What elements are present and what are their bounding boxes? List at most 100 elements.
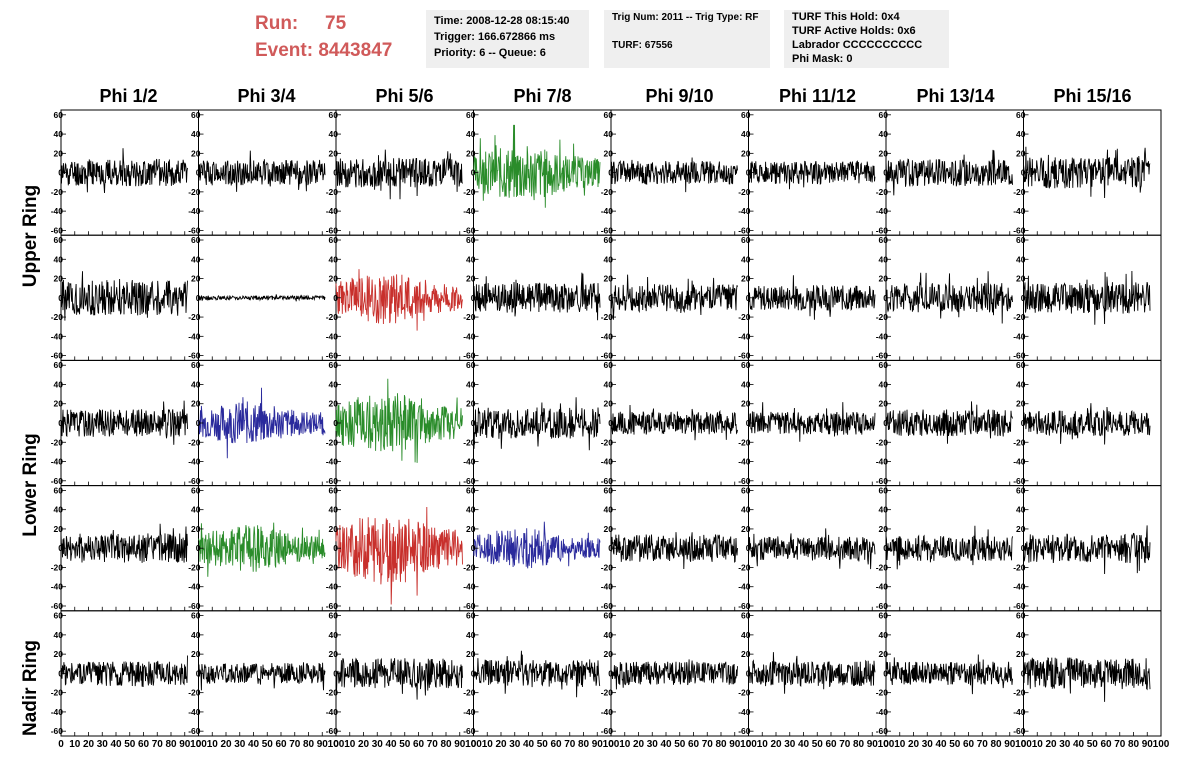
y-tick-label-r3-c5-2: -20	[738, 562, 751, 572]
x-tick-label-c1-0: 0	[196, 739, 202, 750]
y-tick-label-r0-c2-3: 0	[333, 168, 338, 178]
x-tick-label-c7-10: 100	[1153, 739, 1170, 750]
x-tick-label-c6-6: 60	[963, 739, 975, 750]
y-tick-label-r2-c5-4: 20	[741, 399, 751, 409]
x-tick-label-c5-5: 50	[812, 739, 824, 750]
y-tick-label-r1-c2-3: 0	[333, 293, 338, 303]
y-tick-label-r4-c4-1: -40	[601, 707, 614, 717]
y-tick-label-r0-c7-5: 40	[1016, 129, 1026, 139]
y-tick-label-r3-c0-0: -60	[51, 601, 64, 611]
y-tick-label-r2-c4-3: 0	[608, 418, 613, 428]
y-tick-label-r3-c7-5: 40	[1016, 505, 1026, 515]
y-tick-label-r2-c3-3: 0	[471, 418, 476, 428]
y-tick-label-r0-c0-1: -40	[51, 206, 64, 216]
y-tick-label-r0-c2-0: -60	[326, 225, 339, 235]
y-tick-label-r4-c0-3: 0	[58, 668, 63, 678]
y-tick-label-r2-c1-4: 20	[191, 399, 201, 409]
y-tick-label-r2-c5-0: -60	[738, 476, 751, 486]
y-tick-label-r2-c3-0: -60	[463, 476, 476, 486]
y-tick-label-r3-c5-3: 0	[746, 543, 751, 553]
y-tick-label-r0-c3-6: 60	[466, 110, 476, 120]
x-tick-label-c4-3: 30	[647, 739, 659, 750]
x-tick-label-c1-3: 30	[234, 739, 246, 750]
y-tick-label-r1-c2-0: -60	[326, 351, 339, 361]
column-header-phi-5-6: Phi 5/6	[375, 86, 434, 106]
y-tick-label-r4-c4-4: 20	[604, 649, 614, 659]
waveform-line-r4-c5	[748, 652, 876, 694]
x-tick-label-c0-8: 80	[165, 739, 177, 750]
y-tick-label-r2-c4-4: 20	[604, 399, 614, 409]
y-tick-label-r3-c5-1: -40	[738, 582, 751, 592]
waveform-line-r1-c7	[1023, 270, 1151, 325]
y-tick-label-r1-c1-6: 60	[191, 235, 201, 245]
column-header-phi-7-8: Phi 7/8	[513, 86, 572, 106]
y-tick-label-r4-c3-1: -40	[463, 707, 476, 717]
x-tick-label-c4-9: 90	[729, 739, 741, 750]
x-tick-label-c5-9: 90	[867, 739, 879, 750]
y-tick-label-r0-c1-4: 20	[191, 148, 201, 158]
x-tick-label-c2-2: 20	[358, 739, 370, 750]
x-tick-label-c6-1: 10	[894, 739, 906, 750]
y-tick-label-r4-c3-2: -20	[463, 688, 476, 698]
y-tick-label-r4-c5-3: 0	[746, 668, 751, 678]
y-tick-label-r4-c5-5: 40	[741, 630, 751, 640]
waveform-line-r1-c1	[198, 294, 326, 302]
x-tick-label-c1-8: 80	[303, 739, 315, 750]
y-tick-label-r1-c6-0: -60	[876, 351, 889, 361]
column-header-phi-15-16: Phi 15/16	[1053, 86, 1132, 106]
y-tick-label-r2-c3-5: 40	[466, 379, 476, 389]
x-tick-label-c5-0: 0	[746, 739, 752, 750]
turf-text: TURF: 67556	[612, 40, 673, 51]
waveform-line-r4-c0	[60, 655, 188, 688]
x-tick-label-c4-7: 70	[702, 739, 714, 750]
y-tick-label-r2-c6-6: 60	[879, 360, 889, 370]
x-tick-label-c2-9: 90	[454, 739, 466, 750]
y-tick-label-r1-c6-2: -20	[876, 312, 889, 322]
x-tick-label-c5-2: 20	[770, 739, 782, 750]
y-tick-label-r3-c2-3: 0	[333, 543, 338, 553]
x-tick-label-c2-6: 60	[413, 739, 425, 750]
y-tick-label-r2-c0-5: 40	[54, 379, 64, 389]
x-tick-label-c0-5: 50	[124, 739, 136, 750]
column-header-phi-13-14: Phi 13/14	[916, 86, 995, 106]
waveform-line-r1-c4	[610, 274, 738, 320]
x-tick-label-c5-4: 40	[798, 739, 810, 750]
trig-num-text: Trig Num: 2011 -- Trig Type: RF	[612, 12, 759, 23]
x-tick-label-c7-8: 80	[1128, 739, 1140, 750]
y-tick-label-r3-c3-4: 20	[466, 524, 476, 534]
x-tick-label-c7-4: 40	[1073, 739, 1085, 750]
y-tick-label-r1-c3-0: -60	[463, 351, 476, 361]
x-tick-label-c2-0: 0	[333, 739, 339, 750]
y-tick-label-r4-c3-5: 40	[466, 630, 476, 640]
y-tick-label-r2-c3-2: -20	[463, 437, 476, 447]
y-tick-label-r4-c2-1: -40	[326, 707, 339, 717]
trigger-text: Trigger: 166.672866 ms	[434, 31, 556, 43]
y-tick-label-r2-c2-1: -40	[326, 457, 339, 467]
x-tick-label-c6-10: 100	[1015, 739, 1032, 750]
waveform-line-r4-c7	[1023, 657, 1151, 702]
y-tick-label-r4-c3-0: -60	[463, 726, 476, 736]
turf-this-hold-text: TURF This Hold: 0x4	[792, 11, 900, 23]
waveform-line-r1-c6	[885, 271, 1013, 324]
x-tick-label-c7-7: 70	[1114, 739, 1126, 750]
y-tick-label-r0-c6-4: 20	[879, 148, 889, 158]
y-tick-label-r1-c5-5: 40	[741, 254, 751, 264]
y-tick-label-r0-c6-0: -60	[876, 225, 889, 235]
waveform-line-r3-c2	[335, 506, 463, 605]
x-tick-label-c0-4: 40	[110, 739, 122, 750]
y-tick-label-r3-c2-0: -60	[326, 601, 339, 611]
y-tick-label-r1-c4-2: -20	[601, 312, 614, 322]
y-tick-label-r1-c4-4: 20	[604, 274, 614, 284]
x-tick-label-c7-2: 20	[1045, 739, 1057, 750]
y-tick-label-r4-c1-5: 40	[191, 630, 201, 640]
y-tick-label-r1-c0-4: 20	[54, 274, 64, 284]
y-tick-label-r1-c1-1: -40	[188, 331, 201, 341]
y-tick-label-r0-c3-5: 40	[466, 129, 476, 139]
y-tick-label-r2-c5-2: -20	[738, 437, 751, 447]
y-tick-label-r4-c4-5: 40	[604, 630, 614, 640]
x-tick-label-c6-0: 0	[883, 739, 889, 750]
panel-frame-r3-c6	[885, 485, 1024, 612]
waveform-line-r1-c5	[748, 275, 876, 320]
y-tick-label-r3-c3-3: 0	[471, 543, 476, 553]
y-tick-label-r3-c4-2: -20	[601, 562, 614, 572]
